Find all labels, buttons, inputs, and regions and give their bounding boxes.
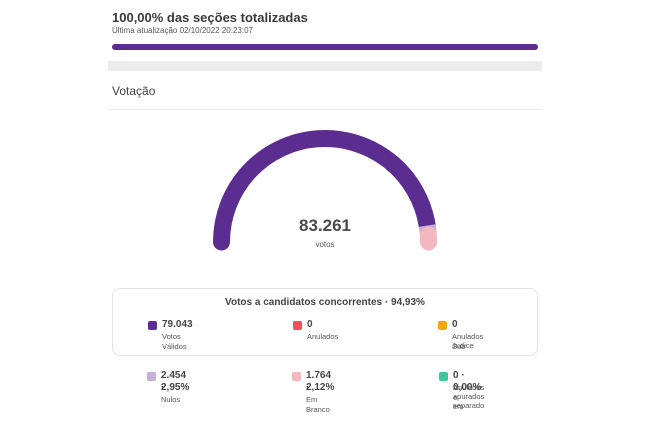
annulled-swatch: [293, 321, 302, 330]
subjudice-label: Anulados Sub: [452, 332, 484, 351]
subjudice-swatch: [438, 321, 447, 330]
blank-value: 1.764 ·: [306, 370, 332, 393]
annulled-value: 0: [307, 319, 313, 330]
null-swatch: [147, 372, 156, 381]
total-votes: 83.261: [299, 216, 351, 235]
null-value: 2.454 ·: [161, 370, 187, 393]
progress-bar: [112, 44, 538, 50]
separate-label-3: separado: [453, 401, 485, 410]
blank-percent: 2,12%: [306, 382, 335, 393]
blank-swatch: [292, 372, 301, 381]
null-percent: 2,95%: [161, 382, 190, 393]
vote-gauge: [213, 130, 438, 251]
gauge-segment-0: [213, 130, 436, 251]
total-votes-label: votos: [315, 240, 335, 249]
null-label: Nulos: [161, 395, 181, 404]
valid-votes-label: Votos Válidos: [162, 332, 187, 351]
valid-votes-value: 79.043: [162, 319, 193, 330]
progress-title: 100,00% das seções totalizadas: [112, 10, 308, 25]
section-title: Votação: [112, 84, 156, 98]
blank-label: Em Branco: [306, 395, 330, 414]
separate-label-2: apurados em: [453, 392, 485, 411]
section-divider: [108, 109, 542, 110]
gray-band: [108, 61, 542, 71]
progress-bar-fill: [112, 44, 538, 50]
annulled-label: Anulados: [307, 332, 339, 341]
last-update-text: Última atualização 02/10/2022 20:23:07: [112, 26, 253, 35]
separate-value: 0 · 0,00%: [453, 370, 482, 393]
separate-swatch: [439, 372, 448, 381]
valid-votes-swatch: [148, 321, 157, 330]
valid-votes-box-title: Votos a candidatos concorrentes · 94,93%: [225, 297, 425, 308]
subjudice-value: 0: [452, 319, 458, 330]
subjudice-label-2: Judice: [452, 341, 474, 350]
valid-votes-box: Votos a candidatos concorrentes · 94,93%…: [112, 288, 538, 356]
separate-label: Anulados e: [453, 383, 485, 402]
